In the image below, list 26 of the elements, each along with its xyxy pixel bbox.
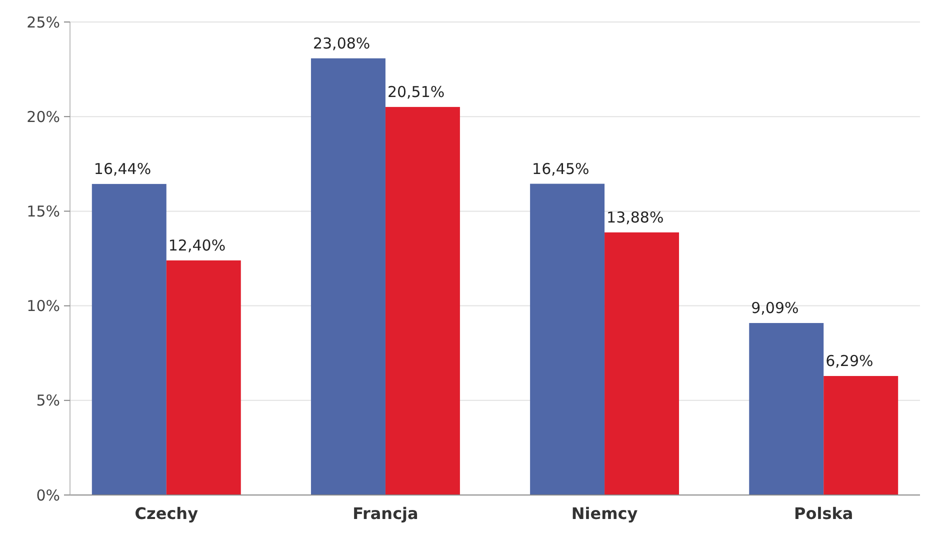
data-label: 13,88% [606, 208, 664, 226]
bar [92, 184, 166, 495]
bar [604, 232, 680, 495]
data-label: 20,51% [387, 82, 445, 101]
y-tick-label: 15% [26, 202, 60, 220]
data-label: 16,45% [532, 160, 590, 178]
bar [749, 323, 824, 495]
data-label: 12,40% [168, 236, 226, 254]
data-label: 16,44% [94, 160, 152, 178]
data-label: 6,29% [826, 352, 874, 370]
x-tick-label: Francja [352, 504, 418, 523]
x-tick-label: Polska [794, 504, 854, 523]
bar [310, 58, 386, 495]
bar [824, 376, 898, 495]
y-tick-label: 5% [36, 392, 60, 410]
bar [166, 260, 241, 495]
y-tick-label: 0% [36, 486, 60, 504]
data-label: 23,08% [312, 34, 370, 52]
bar [530, 184, 605, 495]
x-tick-label: Czechy [134, 504, 199, 523]
y-tick-label: 20% [26, 108, 60, 126]
x-tick-label: Niemcy [571, 504, 638, 523]
bar [385, 106, 460, 495]
y-tick-label: 10% [26, 297, 60, 316]
data-label: 9,09% [751, 299, 799, 318]
y-tick-label: 25% [26, 13, 60, 32]
